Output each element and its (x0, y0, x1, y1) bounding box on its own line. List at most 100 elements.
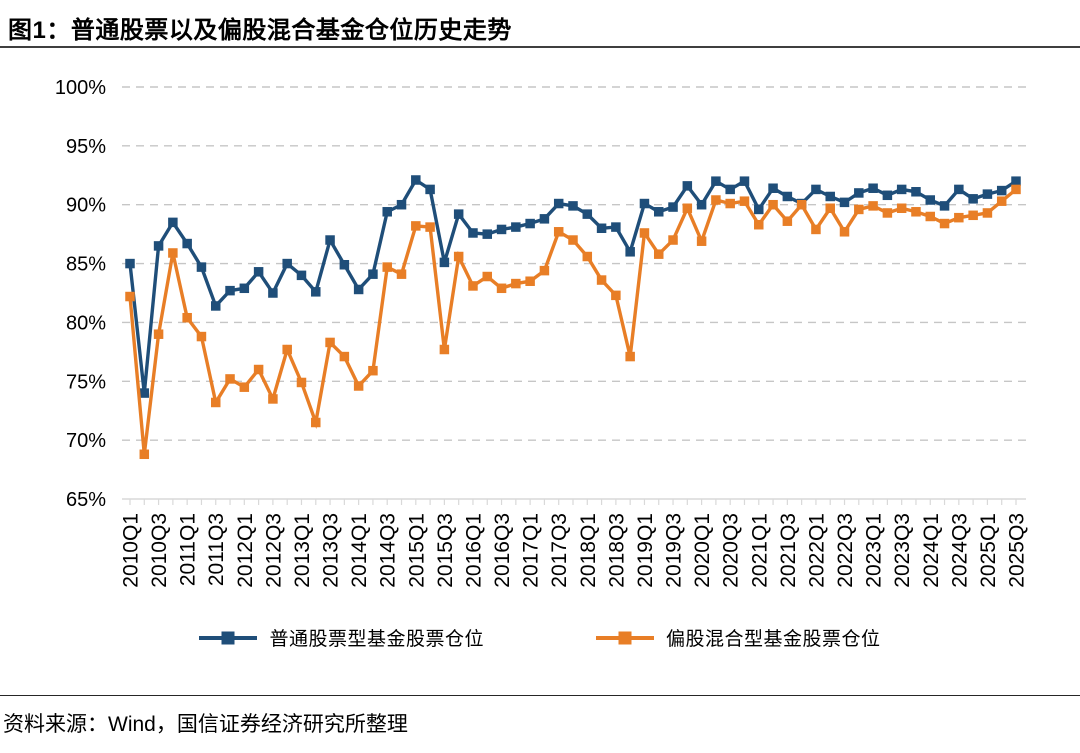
chart-legend: 普通股票型基金股票仓位 偏股混合型基金股票仓位 (0, 624, 1080, 651)
series-marker (153, 329, 164, 339)
series-marker (282, 258, 292, 269)
series-marker (653, 249, 664, 259)
x-axis-tick-label: 2012Q3 (262, 513, 285, 588)
source-note: 资料来源：Wind，国信证券经济研究所整理 (3, 713, 408, 736)
series-marker (182, 312, 192, 323)
series-marker (725, 184, 735, 195)
series-marker (539, 214, 550, 224)
series-marker (411, 175, 421, 185)
y-axis-tick-label: 70% (66, 430, 106, 452)
series-marker (625, 351, 635, 362)
series-marker (754, 219, 764, 230)
series-marker (782, 216, 793, 226)
series-marker (511, 222, 521, 232)
series-marker (439, 257, 450, 268)
series-marker (768, 199, 778, 210)
series-marker (696, 199, 707, 210)
series-marker (739, 196, 750, 206)
series-marker (611, 222, 621, 232)
y-axis-tick-label: 65% (66, 489, 106, 511)
series-marker (425, 222, 435, 232)
x-axis-tick-label: 2025Q1 (977, 513, 1000, 588)
x-axis-tick-label: 2015Q1 (405, 513, 428, 588)
series-marker (125, 291, 135, 302)
x-axis-tick-label: 2018Q3 (605, 513, 628, 588)
series-marker (568, 201, 578, 211)
x-axis-tick-label: 2015Q3 (434, 513, 457, 588)
series-marker (368, 269, 378, 279)
y-axis-tick-label: 90% (66, 195, 106, 217)
x-axis-tick-label: 2019Q3 (663, 513, 686, 588)
legend-swatch-blue (199, 631, 258, 644)
series-marker (1011, 176, 1021, 186)
x-axis-tick-label: 2024Q1 (920, 513, 943, 588)
series-marker (225, 285, 235, 296)
series-marker (168, 217, 178, 228)
series-marker (968, 194, 978, 204)
series-marker (682, 181, 693, 191)
series-marker (825, 203, 835, 213)
x-axis-tick-label: 2014Q1 (348, 513, 371, 588)
series-marker (325, 337, 335, 348)
series-marker (639, 198, 650, 209)
series-marker (311, 287, 321, 297)
series-marker (611, 290, 621, 301)
x-axis-tick-label: 2023Q1 (863, 513, 886, 588)
series-marker (596, 275, 607, 285)
series-marker (739, 176, 750, 186)
series-marker (439, 344, 450, 355)
series-marker (468, 281, 478, 291)
series-marker (139, 449, 150, 460)
series-marker (296, 377, 307, 388)
series-marker (382, 262, 392, 272)
series-marker (210, 397, 221, 408)
series-marker (539, 265, 550, 276)
series-marker (996, 196, 1007, 206)
title-divider (0, 46, 1080, 48)
series-marker (811, 224, 821, 235)
series-marker (553, 227, 564, 237)
series-marker (711, 195, 721, 205)
series-marker (882, 208, 893, 218)
series-marker (925, 195, 936, 205)
x-axis-tick-label: 2021Q3 (777, 513, 800, 588)
series-marker (182, 238, 192, 249)
series-marker (796, 199, 807, 210)
positions-line-chart: 100% 95% 90% 85% 80% 75% 70% 65% 2010Q1 2010Q3 201… (55, 77, 1029, 588)
series-marker (825, 191, 835, 202)
x-axis-tick-label: 2010Q1 (120, 513, 143, 588)
series-marker (768, 183, 778, 193)
x-axis-tick-label: 2013Q1 (291, 513, 314, 588)
x-axis-tick-label: 2020Q1 (691, 513, 714, 588)
chart-title: 图1：普通股票以及偏股混合基金仓位历史走势 (8, 17, 512, 44)
series-marker (139, 388, 150, 398)
legend-swatch-orange (596, 631, 654, 644)
series-marker (525, 218, 535, 229)
series-marker (896, 203, 907, 213)
series-marker (582, 209, 593, 219)
series-marker (525, 276, 535, 286)
series-marker (568, 235, 578, 245)
series-marker (125, 258, 135, 269)
series-marker (982, 189, 993, 199)
legend-label: 普通股票型基金股票仓位 (269, 629, 484, 650)
series-marker (496, 283, 507, 294)
y-axis-tick-label: 100% (55, 77, 106, 99)
x-axis-tick-label: 2018Q1 (577, 513, 600, 588)
series-marker (239, 382, 250, 392)
series-marker (954, 212, 964, 223)
series-marker (268, 288, 278, 298)
series-marker (668, 202, 678, 212)
series-marker (196, 262, 207, 272)
series-marker (911, 207, 921, 217)
series-marker (982, 208, 993, 218)
series-marker (868, 183, 878, 193)
legend-item-ordinary-stock-funds: 普通股票型基金股票仓位 (199, 624, 484, 651)
series-marker (282, 344, 292, 355)
x-axis-tick-label: 2022Q1 (805, 513, 828, 588)
series-marker (696, 236, 707, 246)
series-marker (496, 224, 507, 235)
series-marker (225, 374, 235, 384)
series-marker (353, 381, 364, 391)
source-divider (0, 695, 1080, 696)
